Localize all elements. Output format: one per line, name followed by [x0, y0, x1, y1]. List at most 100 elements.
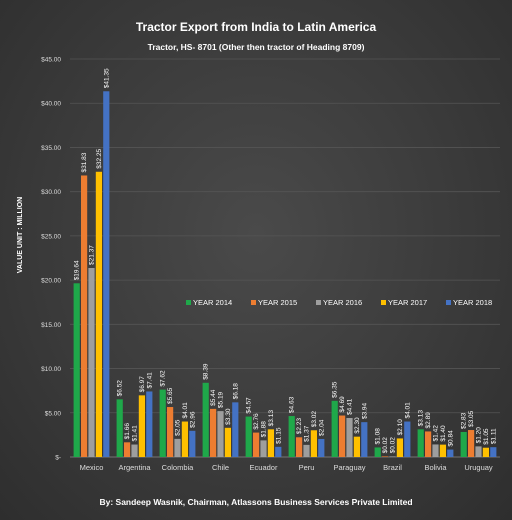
bar-paraguay-year-2016	[346, 417, 353, 457]
x-axis-ticks: Mexico Argentina Colombia Chile Ecuador Peru P…	[80, 463, 493, 472]
data-label: $0.02	[382, 437, 389, 454]
data-label: $0.84	[447, 430, 454, 447]
bar-brazil-year-2016	[389, 456, 396, 457]
bar-bolivia-year-2016	[432, 444, 439, 457]
chart-title: Tractor Export from India to Latin Ameri…	[136, 20, 377, 34]
data-label: $2.10	[397, 419, 404, 436]
bar-bolivia-year-2017	[439, 444, 446, 457]
y-tick-label: $-	[55, 455, 61, 462]
y-tick-label: $30.00	[41, 189, 61, 196]
bar-colombia-year-2014	[159, 389, 166, 457]
bar-brazil-year-2015	[382, 456, 389, 457]
data-label: $1.40	[440, 425, 447, 442]
legend-swatch	[381, 300, 386, 305]
data-label: $6.97	[139, 376, 146, 393]
data-label: $2.89	[425, 412, 432, 429]
data-label: $1.88	[261, 421, 268, 438]
data-label: $6.35	[332, 381, 339, 398]
bar-peru-year-2016	[303, 444, 310, 457]
data-label: $1.11	[490, 428, 497, 444]
bar-uruguay-year-2014	[460, 431, 467, 457]
data-label: $4.57	[246, 397, 253, 414]
data-label: $2.30	[354, 417, 361, 434]
data-label: $2.23	[296, 418, 303, 435]
bar-paraguay-year-2015	[339, 415, 346, 457]
x-tick-label: Ecuador	[250, 463, 278, 472]
bar-ecuador-year-2016	[260, 440, 267, 457]
data-label: $5.65	[167, 387, 174, 404]
legend-label: YEAR 2017	[388, 298, 427, 307]
data-label: $32.25	[96, 149, 103, 169]
bar-paraguay-year-2014	[331, 400, 338, 457]
data-label: $4.01	[182, 402, 189, 419]
y-axis-title: VALUE UNIT : MILLION	[17, 197, 24, 273]
data-label: $19.64	[74, 260, 81, 280]
legend-swatch	[446, 300, 451, 305]
data-label: $4.63	[289, 396, 296, 413]
y-tick-label: $25.00	[41, 233, 61, 240]
bar-chile-year-2015	[210, 408, 217, 457]
legend-label: YEAR 2016	[323, 298, 362, 307]
data-label: $4.69	[339, 396, 346, 413]
legend-swatch	[251, 300, 256, 305]
bar-colombia-year-2018	[189, 430, 196, 457]
gridlines	[70, 58, 500, 458]
bar-chile-year-2018	[232, 402, 239, 457]
y-tick-label: $35.00	[41, 145, 61, 152]
bar-colombia-year-2016	[174, 438, 181, 457]
bar-bolivia-year-2018	[447, 449, 454, 457]
data-label: $1.15	[275, 427, 282, 444]
bar-brazil-year-2018	[404, 421, 411, 457]
data-label: $41.35	[103, 68, 110, 88]
bar-peru-year-2015	[296, 437, 303, 457]
bar-uruguay-year-2016	[475, 446, 482, 457]
bar-uruguay-year-2018	[490, 447, 497, 457]
y-axis-ticks: $- $5.00 $10.00 $15.00 $20.00 $25.00 $30.00 $35…	[41, 57, 61, 462]
data-label: $7.41	[146, 372, 153, 389]
bar-mexico-year-2018	[103, 91, 110, 457]
data-label: $3.30	[225, 408, 232, 425]
bar-chile-year-2014	[202, 382, 209, 457]
bar-ecuador-year-2014	[245, 416, 252, 457]
x-tick-label: Bolivia	[424, 463, 447, 472]
y-tick-label: $20.00	[41, 278, 61, 285]
bar-brazil-year-2017	[396, 438, 403, 457]
legend-label: YEAR 2015	[258, 298, 297, 307]
y-tick-label: $5.00	[45, 410, 62, 417]
x-tick-label: Colombia	[162, 463, 195, 472]
footer-credit: By: Sandeep Wasnik, Chairman, Atlassons …	[99, 497, 412, 507]
chart-subtitle: Tractor, HS- 8701 (Other then tractor of…	[148, 42, 365, 52]
bar-mexico-year-2016	[88, 267, 95, 457]
bar-colombia-year-2015	[167, 407, 174, 457]
data-label: $5.44	[210, 389, 217, 406]
x-tick-label: Argentina	[118, 463, 151, 472]
x-tick-label: Paraguay	[333, 463, 365, 472]
bar-mexico-year-2014	[73, 283, 80, 457]
data-label: $2.83	[461, 412, 468, 429]
data-label: $1.20	[476, 427, 483, 444]
bar-peru-year-2018	[318, 438, 325, 457]
legend-swatch	[186, 300, 191, 305]
legend-label: YEAR 2014	[193, 298, 232, 307]
bar-brazil-year-2014	[374, 447, 381, 457]
data-label: $5.19	[218, 391, 225, 408]
y-tick-label: $40.00	[41, 101, 61, 108]
data-label: $1.05	[483, 428, 490, 445]
bar-argentina-year-2018	[146, 391, 153, 457]
data-label: $4.41	[347, 398, 354, 415]
data-labels: $19.64 $31.83 $21.37 $32.25 $41.35 $6.52 $1.66…	[74, 68, 498, 453]
bar-ecuador-year-2018	[275, 446, 282, 457]
data-label: $1.08	[375, 428, 382, 445]
bar-argentina-year-2017	[138, 395, 145, 457]
data-label: $1.37	[304, 425, 311, 442]
data-label: $6.52	[117, 380, 124, 397]
bar-uruguay-year-2017	[482, 447, 489, 457]
data-label: $1.42	[433, 425, 440, 442]
bar-mexico-year-2015	[81, 175, 88, 458]
data-label: $8.39	[203, 363, 210, 380]
data-label: $1.41	[132, 425, 139, 442]
x-tick-label: Mexico	[80, 463, 104, 472]
data-label: $21.37	[89, 245, 96, 265]
x-tick-label: Brazil	[383, 463, 402, 472]
